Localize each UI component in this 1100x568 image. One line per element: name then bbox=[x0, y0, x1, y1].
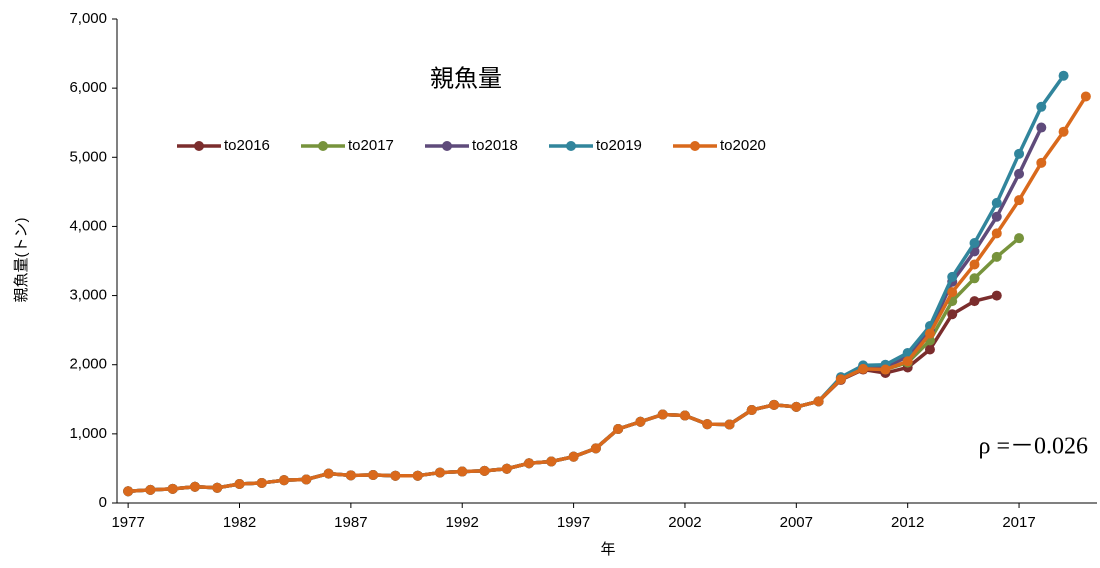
point bbox=[323, 468, 334, 479]
point bbox=[835, 374, 846, 385]
point bbox=[234, 478, 245, 489]
point bbox=[345, 470, 356, 481]
point bbox=[679, 410, 690, 421]
point bbox=[969, 238, 980, 249]
point bbox=[1080, 91, 1091, 102]
point bbox=[880, 364, 891, 375]
point bbox=[746, 405, 757, 416]
point bbox=[1036, 122, 1047, 133]
point bbox=[301, 474, 312, 485]
point bbox=[924, 344, 935, 355]
point bbox=[546, 456, 557, 467]
legend-label: to2020 bbox=[720, 137, 766, 154]
point bbox=[412, 470, 423, 481]
point bbox=[1014, 233, 1025, 244]
point bbox=[390, 470, 401, 481]
point bbox=[1036, 157, 1047, 168]
point bbox=[991, 211, 1002, 222]
point bbox=[991, 251, 1002, 262]
annotation: ρ =－0.026 bbox=[978, 434, 1088, 460]
x-tick-label: 1992 bbox=[446, 514, 479, 531]
legend-marker bbox=[194, 141, 204, 151]
point bbox=[635, 416, 646, 427]
point bbox=[991, 228, 1002, 239]
legend-marker bbox=[442, 141, 452, 151]
point bbox=[479, 465, 490, 476]
point bbox=[813, 396, 824, 407]
y-tick-label: 1,000 bbox=[69, 425, 107, 442]
point bbox=[1058, 70, 1069, 81]
point bbox=[1036, 101, 1047, 112]
point bbox=[991, 197, 1002, 208]
legend-label: to2019 bbox=[596, 137, 642, 154]
point bbox=[167, 483, 178, 494]
x-tick-label: 2012 bbox=[891, 514, 924, 531]
point bbox=[858, 363, 869, 374]
point bbox=[702, 419, 713, 430]
point bbox=[947, 287, 958, 298]
series-line bbox=[128, 95, 1088, 493]
point bbox=[457, 466, 468, 477]
point bbox=[657, 409, 668, 420]
point bbox=[145, 484, 156, 495]
legend-label: to2017 bbox=[348, 137, 394, 154]
legend-marker bbox=[566, 141, 576, 151]
point bbox=[434, 467, 445, 478]
x-tick-label: 1977 bbox=[111, 514, 144, 531]
x-tick-label: 1987 bbox=[334, 514, 367, 531]
y-tick-label: 4,000 bbox=[69, 217, 107, 234]
point bbox=[947, 271, 958, 282]
point bbox=[991, 290, 1002, 301]
y-tick-label: 7,000 bbox=[69, 10, 107, 27]
legend-label: to2016 bbox=[224, 137, 270, 154]
point bbox=[123, 486, 134, 497]
point bbox=[524, 458, 535, 469]
point bbox=[256, 477, 267, 488]
y-tick-label: 2,000 bbox=[69, 356, 107, 373]
x-tick-label: 2007 bbox=[780, 514, 813, 531]
point bbox=[791, 401, 802, 412]
point bbox=[613, 424, 624, 435]
y-tick-label: 0 bbox=[99, 494, 107, 511]
legend-label: to2018 bbox=[472, 137, 518, 154]
point bbox=[724, 419, 735, 430]
series-line bbox=[128, 293, 998, 493]
point bbox=[969, 259, 980, 270]
point bbox=[368, 469, 379, 480]
point bbox=[902, 356, 913, 367]
y-axis-label: 親魚量(トン) bbox=[13, 218, 30, 303]
y-tick-label: 6,000 bbox=[69, 79, 107, 96]
point bbox=[1014, 168, 1025, 179]
x-axis-label: 年 bbox=[600, 541, 615, 558]
point bbox=[969, 273, 980, 284]
legend-marker bbox=[318, 141, 328, 151]
point bbox=[769, 399, 780, 410]
chart-title: 親魚量 bbox=[430, 65, 502, 92]
y-tick-label: 5,000 bbox=[69, 148, 107, 165]
y-tick-label: 3,000 bbox=[69, 287, 107, 304]
point bbox=[590, 443, 601, 454]
x-tick-label: 1997 bbox=[557, 514, 590, 531]
point bbox=[189, 481, 200, 492]
point bbox=[279, 475, 290, 486]
point bbox=[1014, 195, 1025, 206]
x-tick-label: 1982 bbox=[223, 514, 256, 531]
legend-marker bbox=[690, 141, 700, 151]
x-tick-label: 2002 bbox=[668, 514, 701, 531]
point bbox=[501, 463, 512, 474]
x-tick-label: 2017 bbox=[1002, 514, 1035, 531]
point bbox=[969, 296, 980, 307]
point bbox=[1014, 148, 1025, 159]
point bbox=[568, 451, 579, 462]
point bbox=[1058, 126, 1069, 137]
series-line bbox=[128, 126, 1043, 493]
point bbox=[212, 482, 223, 493]
point bbox=[947, 309, 958, 320]
point bbox=[924, 328, 935, 339]
